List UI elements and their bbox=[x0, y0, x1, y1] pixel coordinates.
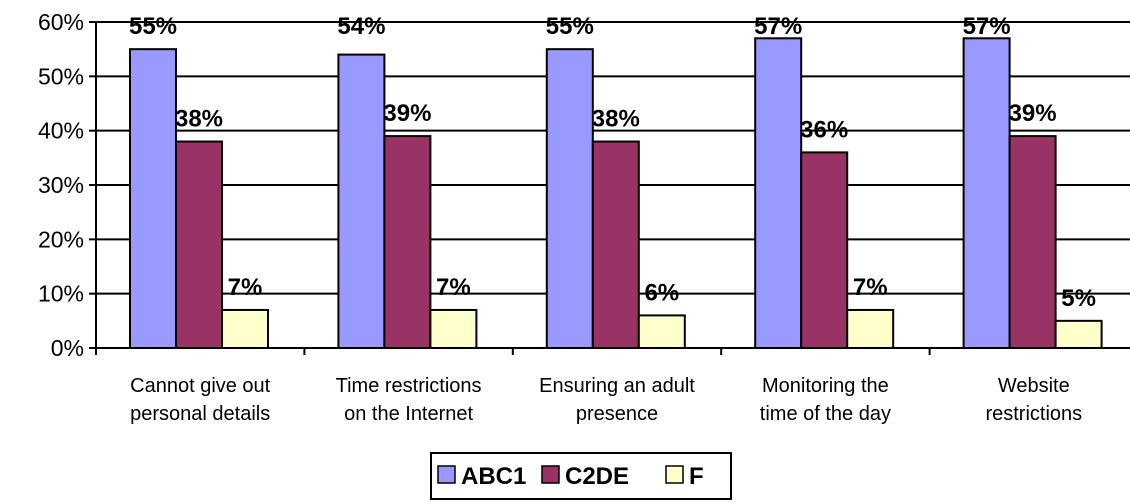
bar-c2de bbox=[591, 140, 640, 349]
y-tick-label: 30% bbox=[38, 172, 84, 198]
data-label: 38% bbox=[592, 106, 640, 133]
data-label: 55% bbox=[546, 13, 594, 40]
legend: ABC1 C2DE F bbox=[430, 452, 732, 500]
data-label: 57% bbox=[963, 13, 1011, 40]
data-label: 6% bbox=[644, 279, 679, 306]
data-label: 38% bbox=[175, 106, 223, 133]
x-axis-categories: Cannot give out personal details Time rest… bbox=[130, 375, 1082, 425]
legend-label: C2DE bbox=[565, 463, 629, 490]
bar-f bbox=[429, 308, 478, 350]
data-label: 39% bbox=[383, 100, 431, 127]
y-tick-label: 0% bbox=[51, 335, 84, 361]
data-label: 7% bbox=[853, 274, 888, 301]
x-category-label: Website restrictions bbox=[985, 375, 1082, 425]
bar-abc1 bbox=[962, 37, 1011, 350]
bar-f bbox=[221, 308, 269, 350]
data-label: 36% bbox=[800, 116, 848, 143]
y-tick-label: 20% bbox=[38, 226, 84, 252]
legend-swatch bbox=[665, 465, 684, 484]
bar-f bbox=[637, 314, 686, 349]
bar-c2de bbox=[1008, 135, 1057, 349]
data-label: 5% bbox=[1061, 285, 1096, 312]
bar-c2de bbox=[800, 151, 849, 349]
bar-abc1 bbox=[545, 48, 594, 350]
legend-box bbox=[430, 452, 732, 500]
y-tick-label: 50% bbox=[38, 63, 84, 89]
y-axis-ticks: 0% 10% 20% 30% 40% 50% 60% bbox=[38, 9, 96, 361]
bar-abc1 bbox=[754, 37, 803, 350]
x-category-label: Monitoring the time of the day bbox=[760, 375, 891, 425]
x-category-label: Cannot give out personal details bbox=[130, 375, 271, 425]
data-labels: 55% 38% 7% 54% 39% 7% 55% 38% 6% 57% 36% 7% 57% 39% 5% bbox=[129, 13, 1096, 312]
legend-swatch bbox=[437, 465, 456, 484]
data-label: 7% bbox=[228, 274, 263, 301]
bar-c2de bbox=[383, 135, 432, 349]
y-tick-label: 10% bbox=[38, 281, 84, 307]
y-tick-label: 60% bbox=[38, 9, 84, 35]
bars bbox=[129, 37, 1103, 350]
y-tick-label: 40% bbox=[38, 118, 84, 144]
bar-abc1 bbox=[129, 48, 177, 350]
legend-label: F bbox=[689, 463, 704, 490]
bar-f bbox=[846, 308, 895, 350]
data-label: 55% bbox=[129, 13, 177, 40]
bar-c2de bbox=[175, 140, 223, 349]
data-label: 54% bbox=[337, 13, 385, 40]
bar-abc1 bbox=[337, 53, 386, 349]
data-label: 57% bbox=[754, 13, 802, 40]
bar-f bbox=[1054, 319, 1103, 350]
data-label: 39% bbox=[1009, 100, 1057, 127]
data-label: 7% bbox=[436, 274, 471, 301]
legend-swatch bbox=[541, 465, 560, 484]
legend-label: ABC1 bbox=[461, 463, 526, 490]
x-category-label: Time restrictions on the Internet bbox=[336, 375, 482, 425]
x-category-label: Ensuring an adult presence bbox=[539, 375, 695, 425]
